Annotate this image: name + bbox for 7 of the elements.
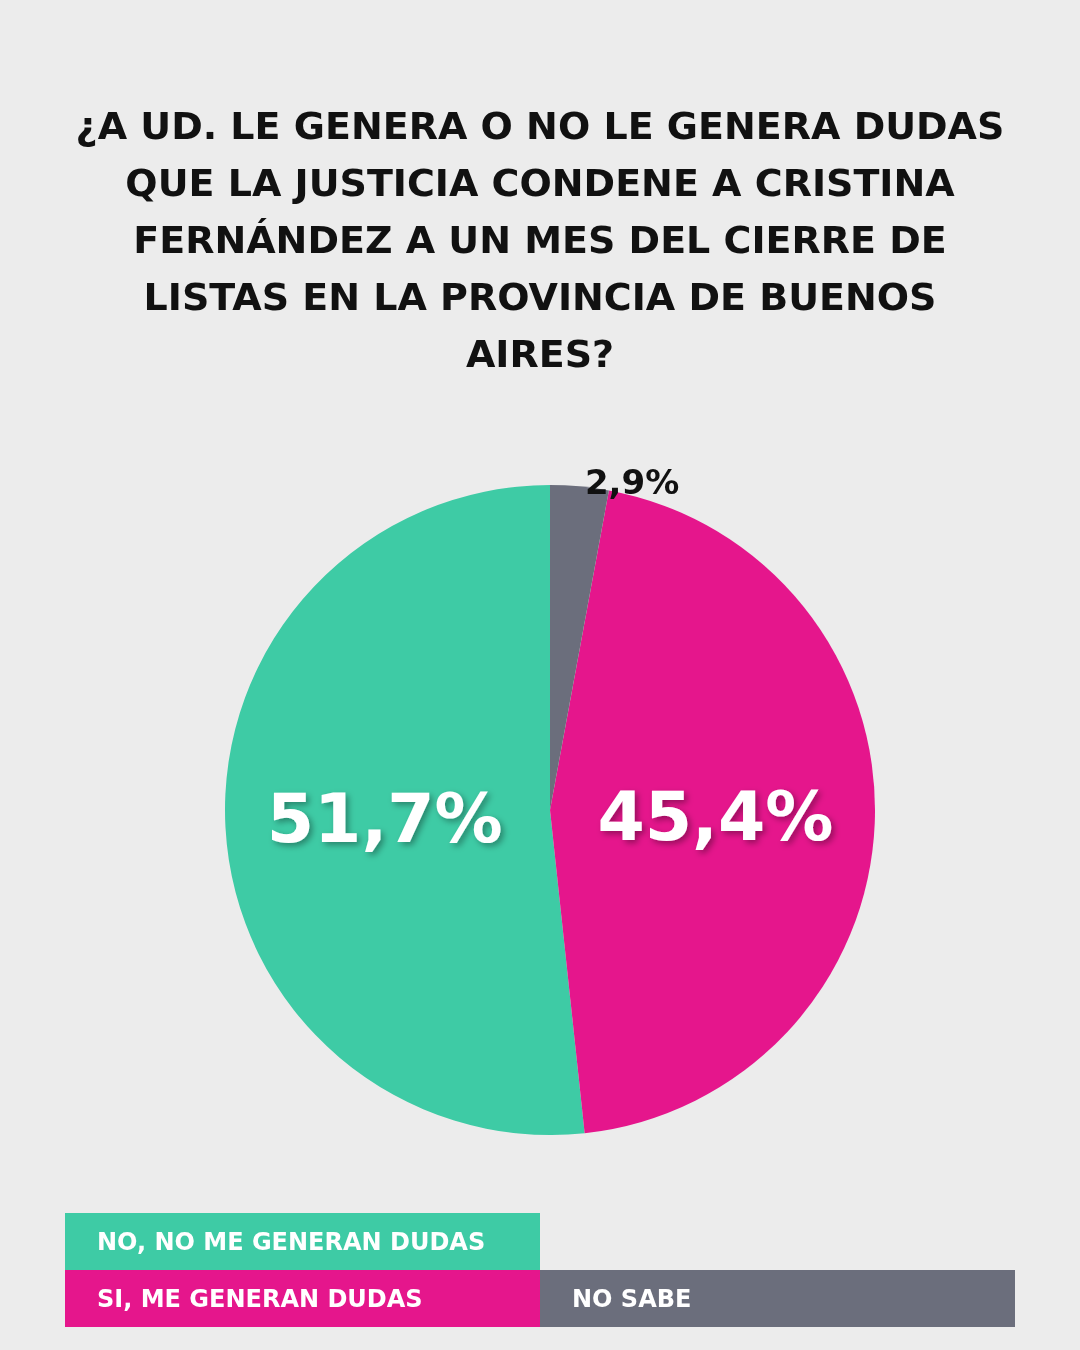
legend-label: SI, ME GENERAN DUDAS [97, 1283, 423, 1315]
data-label: 51,7% [266, 779, 503, 859]
legend-label: NO SABE [572, 1283, 692, 1315]
data-label: 2,9% [584, 462, 680, 503]
chart-title: ¿A UD. LE GENERA O NO LE GENERA DUDAS QUE LA JUSTICIA CONDENE A CRISTINA FERNÁNDEZ A UN MES DEL CIERRE DE LISTAS EN LA PROVINCIA DE BUENOS AIRES? [74, 103, 1006, 378]
data-label: 45,4% [597, 776, 834, 856]
legend-label: NO, NO ME GENERAN DUDAS [97, 1226, 486, 1258]
